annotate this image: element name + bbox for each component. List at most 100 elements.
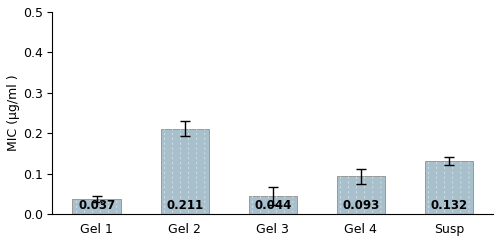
Circle shape [460, 191, 461, 193]
Circle shape [164, 142, 165, 145]
Circle shape [108, 201, 109, 203]
Circle shape [84, 201, 85, 203]
Circle shape [204, 181, 205, 184]
Circle shape [100, 210, 101, 213]
Circle shape [380, 210, 381, 213]
Circle shape [252, 196, 253, 198]
Circle shape [172, 201, 173, 203]
Circle shape [180, 186, 181, 189]
Circle shape [172, 162, 173, 164]
Circle shape [276, 210, 277, 213]
Circle shape [196, 201, 197, 203]
Circle shape [188, 172, 189, 174]
Circle shape [468, 176, 469, 179]
Circle shape [428, 167, 429, 169]
Circle shape [188, 186, 189, 189]
Circle shape [76, 206, 77, 208]
Circle shape [204, 172, 205, 174]
Circle shape [108, 210, 109, 213]
Circle shape [196, 167, 197, 169]
Circle shape [180, 196, 181, 198]
Circle shape [204, 167, 205, 169]
Circle shape [460, 201, 461, 203]
Circle shape [204, 201, 205, 203]
Circle shape [436, 162, 437, 164]
Circle shape [92, 210, 93, 213]
Text: 0.093: 0.093 [342, 199, 380, 212]
Circle shape [196, 162, 197, 164]
Circle shape [452, 181, 453, 184]
Circle shape [188, 181, 189, 184]
Circle shape [468, 181, 469, 184]
Circle shape [348, 186, 349, 189]
Text: 0.037: 0.037 [78, 199, 115, 212]
Circle shape [196, 196, 197, 198]
Circle shape [348, 181, 349, 184]
Circle shape [340, 210, 341, 213]
Circle shape [188, 196, 189, 198]
Circle shape [164, 176, 165, 179]
Circle shape [172, 186, 173, 189]
Circle shape [460, 206, 461, 208]
Circle shape [188, 133, 189, 135]
Circle shape [196, 138, 197, 140]
Circle shape [468, 186, 469, 189]
Circle shape [428, 186, 429, 189]
Circle shape [196, 172, 197, 174]
Circle shape [188, 191, 189, 193]
Circle shape [356, 186, 357, 189]
Circle shape [444, 206, 445, 208]
Circle shape [172, 172, 173, 174]
Circle shape [172, 206, 173, 208]
Circle shape [188, 206, 189, 208]
Circle shape [452, 201, 453, 203]
Circle shape [380, 181, 381, 184]
Circle shape [284, 210, 285, 213]
Circle shape [372, 176, 373, 179]
Bar [160, 129, 209, 214]
Circle shape [292, 210, 293, 213]
Circle shape [172, 167, 173, 169]
Circle shape [164, 133, 165, 135]
Circle shape [348, 201, 349, 203]
Circle shape [276, 196, 277, 198]
Circle shape [172, 210, 173, 213]
Circle shape [164, 157, 165, 159]
Circle shape [268, 201, 269, 203]
Circle shape [164, 147, 165, 150]
Circle shape [452, 172, 453, 174]
Circle shape [340, 191, 341, 193]
Circle shape [92, 201, 93, 203]
Circle shape [436, 196, 437, 198]
Circle shape [260, 201, 261, 203]
Circle shape [172, 196, 173, 198]
Circle shape [196, 142, 197, 145]
Circle shape [468, 162, 469, 164]
Circle shape [436, 210, 437, 213]
Circle shape [188, 210, 189, 213]
Circle shape [108, 206, 109, 208]
Circle shape [180, 157, 181, 159]
Circle shape [452, 167, 453, 169]
Circle shape [380, 201, 381, 203]
Circle shape [428, 181, 429, 184]
Circle shape [284, 201, 285, 203]
Circle shape [436, 176, 437, 179]
Circle shape [460, 210, 461, 213]
Circle shape [180, 133, 181, 135]
Circle shape [444, 172, 445, 174]
Circle shape [444, 201, 445, 203]
Circle shape [468, 172, 469, 174]
Circle shape [196, 133, 197, 135]
Circle shape [380, 186, 381, 189]
Circle shape [372, 206, 373, 208]
Circle shape [364, 186, 365, 189]
Circle shape [116, 201, 117, 203]
Circle shape [92, 206, 93, 208]
Circle shape [164, 162, 165, 164]
Circle shape [100, 201, 101, 203]
Circle shape [204, 138, 205, 140]
Circle shape [204, 206, 205, 208]
Text: 0.211: 0.211 [166, 199, 203, 212]
Circle shape [204, 196, 205, 198]
